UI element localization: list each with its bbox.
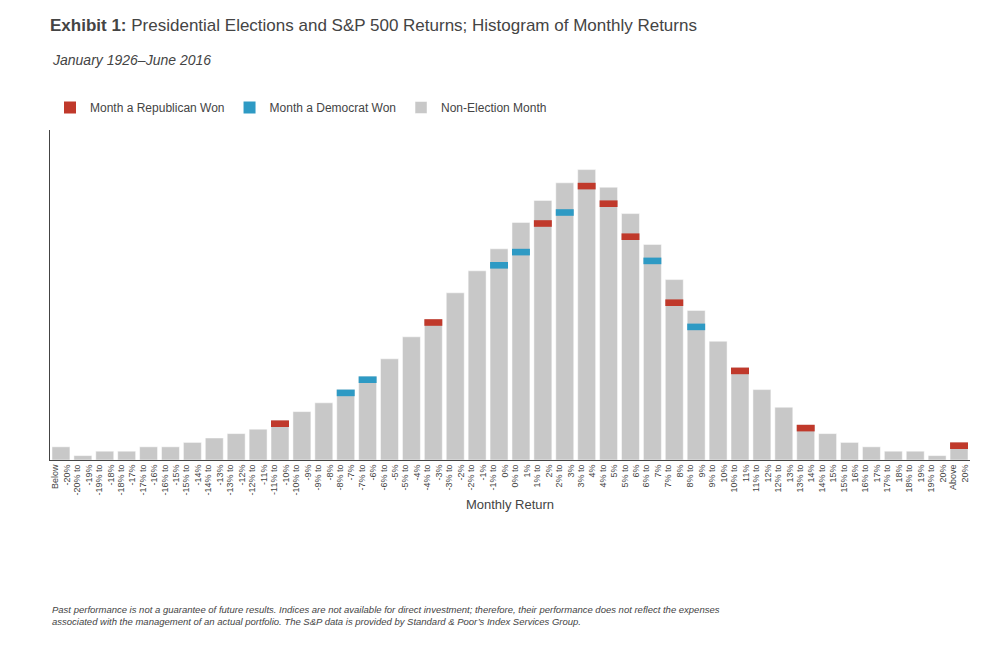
svg-text:-1% to0%: -1% to0% [488, 465, 510, 491]
svg-text:13% to14%: 13% to14% [795, 465, 817, 493]
svg-text:17% to18%: 17% to18% [882, 465, 904, 493]
svg-text:4% to5%: 4% to5% [598, 465, 620, 488]
svg-text:-5% to-4%: -5% to-4% [401, 465, 423, 491]
svg-text:-13% to-12%: -13% to-12% [225, 465, 247, 496]
svg-text:-10% to-9%: -10% to-9% [291, 465, 313, 496]
svg-text:10% to11%: 10% to11% [729, 465, 751, 493]
svg-text:19% to20%: 19% to20% [926, 465, 948, 493]
svg-text:18% to19%: 18% to19% [904, 465, 926, 493]
svg-text:-8% to-7%: -8% to-7% [335, 465, 357, 491]
svg-text:Non-Election Month: Non-Election Month [441, 101, 546, 115]
svg-text:6% to7%: 6% to7% [641, 465, 663, 488]
svg-text:January 1926–June 2016: January 1926–June 2016 [52, 52, 211, 68]
svg-text:1% to2%: 1% to2% [532, 465, 554, 488]
svg-text:5% to6%: 5% to6% [620, 465, 642, 488]
svg-text:8% to9%: 8% to9% [685, 465, 707, 488]
svg-text:15% to16%: 15% to16% [839, 465, 861, 493]
svg-text:Exhibit 1: Presidential Electi: Exhibit 1: Presidential Elections and S&… [50, 16, 697, 35]
svg-text:-9% to-8%: -9% to-8% [313, 465, 335, 491]
svg-text:12% to13%: 12% to13% [773, 465, 795, 493]
svg-text:14% to15%: 14% to15% [817, 465, 839, 493]
svg-text:-19% to-18%: -19% to-18% [94, 465, 116, 496]
svg-text:0% to1%: 0% to1% [510, 465, 532, 488]
svg-text:Month a Republican Won: Month a Republican Won [90, 101, 225, 115]
svg-text:-2% to-1%: -2% to-1% [466, 465, 488, 491]
svg-text:-18% to-17%: -18% to-17% [116, 465, 138, 496]
svg-text:-7% to-6%: -7% to-6% [357, 465, 379, 491]
svg-text:Above20%: Above20% [948, 465, 970, 491]
svg-text:-14% to-13%: -14% to-13% [203, 465, 225, 496]
svg-text:9% to10%: 9% to10% [707, 465, 729, 488]
svg-text:Month a Democrat Won: Month a Democrat Won [270, 101, 397, 115]
svg-text:-20% to-19%: -20% to-19% [72, 465, 94, 496]
svg-text:-11% to-10%: -11% to-10% [269, 465, 291, 495]
svg-text:16% to17%: 16% to17% [861, 465, 883, 493]
svg-text:-16% to-15%: -16% to-15% [160, 465, 182, 496]
svg-text:-6% to-5%: -6% to-5% [379, 465, 401, 491]
svg-text:11% to12%: 11% to12% [751, 465, 773, 492]
svg-text:-3% to-2%: -3% to-2% [444, 465, 466, 491]
svg-text:-15% to-14%: -15% to-14% [181, 465, 203, 496]
svg-text:-4% to-3%: -4% to-3% [422, 465, 444, 491]
svg-text:Past performance is not a guar: Past performance is not a guarantee of f… [52, 604, 720, 627]
svg-text:7% to8%: 7% to8% [663, 465, 685, 488]
svg-text:-12% to-11%: -12% to-11% [247, 465, 269, 496]
svg-text:Monthly Return: Monthly Return [466, 497, 554, 512]
svg-text:3% to4%: 3% to4% [576, 465, 598, 488]
svg-text:2% to3%: 2% to3% [554, 465, 576, 488]
svg-text:Below-20%: Below-20% [50, 464, 72, 489]
svg-text:-17% to-16%: -17% to-16% [138, 465, 160, 496]
